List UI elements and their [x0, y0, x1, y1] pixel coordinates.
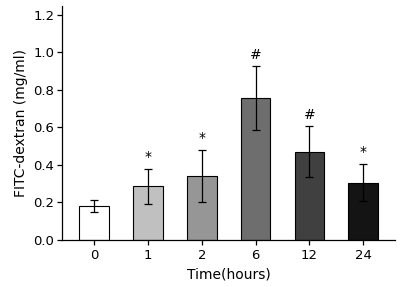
Text: #: # [304, 108, 315, 122]
X-axis label: Time(hours): Time(hours) [187, 267, 271, 282]
Bar [241, 98, 270, 240]
Bar [295, 152, 324, 240]
Y-axis label: FITC-dextran (mg/ml): FITC-dextran (mg/ml) [14, 49, 28, 197]
Text: #: # [250, 48, 261, 62]
Text: *: * [198, 131, 205, 145]
Text: *: * [360, 145, 367, 159]
Bar [187, 176, 217, 240]
Bar [348, 183, 378, 240]
Bar [133, 187, 163, 240]
Text: *: * [144, 150, 152, 164]
Bar [79, 206, 109, 240]
